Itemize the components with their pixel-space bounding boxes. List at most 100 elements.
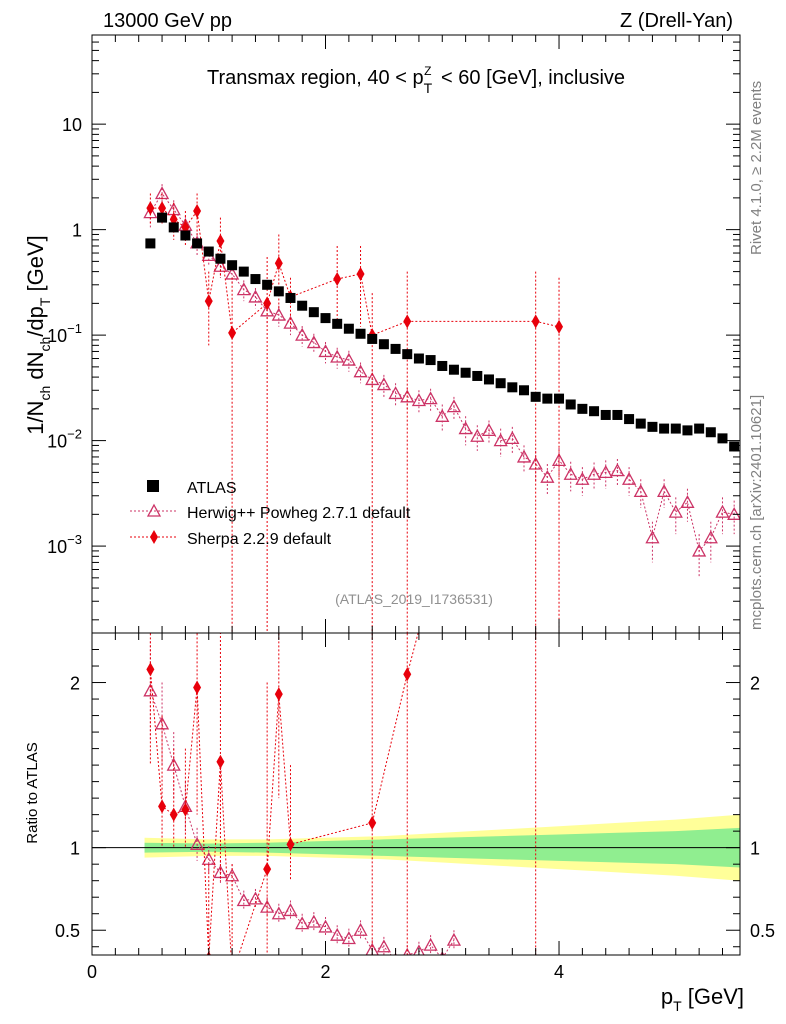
ratio-herwig-point: [236, 893, 251, 907]
legend-atlas-label: ATLAS: [187, 480, 237, 497]
herwig-point: [248, 289, 263, 303]
atlas-point: [285, 292, 296, 303]
atlas-point: [682, 425, 693, 436]
atlas-point: [308, 307, 319, 318]
herwig-point: [353, 364, 368, 378]
y-tick-label: 1: [72, 221, 82, 241]
herwig-point: [283, 315, 298, 329]
atlas-point: [694, 423, 705, 434]
herwig-point: [680, 494, 695, 508]
atlas-point: [367, 333, 378, 344]
atlas-point: [472, 370, 483, 381]
atlas-point: [390, 343, 401, 354]
sherpa-point: [263, 296, 272, 311]
ratio-herwig-point: [189, 837, 205, 851]
atlas-point: [192, 238, 203, 249]
atlas-point: [378, 339, 389, 350]
sherpa-point: [555, 319, 564, 334]
atlas-point: [635, 418, 646, 429]
ratio-herwig-point: [423, 937, 438, 951]
herwig-point: [505, 431, 520, 445]
x-tick-label: 4: [554, 962, 564, 982]
atlas-point: [624, 414, 635, 425]
ratio-sherpa-point: [263, 862, 272, 877]
atlas-point: [355, 328, 366, 339]
ratio-sherpa-point: [181, 802, 190, 817]
main-data-layer: [143, 184, 740, 633]
herwig-point: [493, 433, 508, 447]
analysis-tag: (ATLAS_2019_I1736531): [335, 591, 493, 607]
herwig-point: [540, 469, 555, 483]
herwig-point: [376, 377, 391, 391]
sherpa-point: [204, 294, 213, 309]
herwig-point: [318, 344, 333, 358]
ratio-sherpa-point: [403, 667, 412, 682]
herwig-point: [563, 466, 578, 480]
process-label: Z (Drell-Yan): [620, 10, 733, 32]
ratio-sherpa-point: [193, 680, 202, 695]
herwig-point: [236, 282, 251, 296]
atlas-point: [343, 323, 354, 334]
herwig-point: [330, 349, 345, 363]
legend: ATLAS Herwig++ Powheg 2.7.1 default Sher…: [130, 480, 411, 548]
ratio-herwig-point: [365, 942, 379, 955]
sherpa-point: [531, 314, 540, 329]
atlas-point: [168, 222, 179, 233]
sherpa-point: [403, 314, 412, 329]
ratio-tick-label-right: 0.5: [750, 921, 775, 941]
ratio-herwig-point: [306, 914, 321, 928]
mcplots-label: mcplots.cern.ch [arXiv:2401.10621]: [748, 395, 765, 630]
sherpa-point: [193, 204, 202, 219]
legend-atlas-marker: [147, 480, 159, 492]
energy-label: 13000 GeV pp: [103, 10, 232, 32]
herwig-point: [633, 484, 648, 498]
atlas-point: [507, 382, 518, 393]
plot-title: Transmax region, 40 < pTZ < 60 [GeV], in…: [207, 64, 625, 96]
legend-herwig-label: Herwig++ Powheg 2.7.1 default: [187, 505, 411, 522]
sherpa-point: [333, 272, 342, 287]
ratio-sherpa-point: [158, 799, 167, 814]
herwig-point: [458, 421, 473, 435]
atlas-point: [495, 378, 506, 389]
ratio-panel-frame: [91, 632, 741, 956]
atlas-point: [215, 253, 226, 264]
ratio-herwig-point: [143, 683, 158, 697]
herwig-point: [400, 389, 415, 403]
ratio-herwig-point: [413, 944, 425, 955]
herwig-point: [645, 530, 660, 544]
atlas-point: [554, 393, 565, 404]
herwig-point: [423, 391, 438, 405]
legend-sherpa-label: Sherpa 2.2.9 default: [187, 531, 332, 548]
ratio-tick-label-right: 2: [750, 674, 760, 694]
atlas-point: [273, 286, 284, 297]
atlas-point: [425, 355, 436, 366]
ratio-herwig-point: [248, 891, 263, 905]
ratio-sherpa-point: [274, 687, 283, 702]
atlas-point: [262, 279, 273, 290]
atlas-point: [577, 403, 588, 414]
ratio-tick-label: 0.5: [55, 921, 80, 941]
atlas-point: [157, 212, 168, 223]
atlas-point: [565, 399, 576, 410]
sherpa-point: [356, 266, 365, 281]
atlas-point: [717, 433, 728, 444]
y-tick-label: 10: [62, 115, 82, 135]
x-tick-label: 2: [321, 962, 331, 982]
ratio-herwig-point: [341, 931, 356, 945]
atlas-point: [238, 266, 249, 277]
ratio-tick-label-right: 1: [750, 839, 760, 859]
atlas-point: [705, 427, 716, 438]
atlas-point: [413, 353, 424, 364]
sherpa-point: [146, 201, 155, 216]
y-tick-label: 10−1: [47, 321, 82, 346]
herwig-point: [306, 335, 321, 349]
ratio-sherpa-point: [169, 807, 178, 822]
rivet-label: Rivet 4.1.0, ≥ 2.2M events: [748, 81, 765, 255]
x-tick-label: 0: [87, 962, 97, 982]
sherpa-point: [228, 325, 237, 340]
ratio-sherpa-point: [532, 180, 540, 194]
atlas-point: [145, 238, 156, 249]
x-axis-label: pT [GeV]: [661, 984, 744, 1014]
atlas-point: [519, 385, 529, 396]
ratio-herwig-point: [283, 903, 298, 917]
